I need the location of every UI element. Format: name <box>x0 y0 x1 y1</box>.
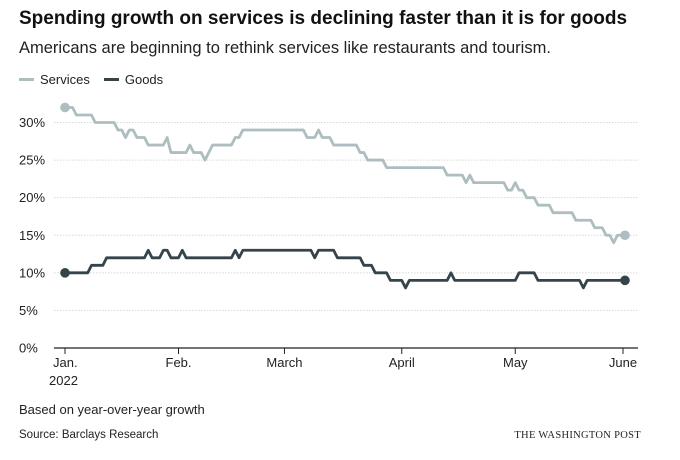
x-tick-label: Jan. <box>53 355 78 370</box>
y-tick-label: 10% <box>19 265 45 280</box>
y-axis-labels: 0% 5% 10% 15% 20% 25% 30% <box>19 115 45 356</box>
series-start-point-goods <box>60 268 70 278</box>
y-tick-label: 20% <box>19 190 45 205</box>
series-end-point-services <box>620 230 630 241</box>
gridlines <box>54 122 638 311</box>
legend-swatch-services <box>19 78 34 81</box>
chart-subtitle: Americans are beginning to rethink servi… <box>19 39 551 57</box>
series-lines <box>60 102 630 290</box>
series-start-point-services <box>60 102 70 113</box>
x-tick-label: May <box>503 355 528 370</box>
x-tick-label: March <box>266 355 302 370</box>
x-tick-label: April <box>389 355 415 370</box>
x-tick-label: Feb. <box>166 355 192 370</box>
x-axis: Jan. Feb. March April May June 2022 <box>49 347 638 388</box>
series-line-services <box>63 106 627 245</box>
legend-item-services: Services <box>19 72 90 87</box>
publisher-credit: THE WASHINGTON POST <box>514 430 641 441</box>
y-tick-label: 30% <box>19 115 45 130</box>
legend-label-services: Services <box>40 72 90 87</box>
chart-source: Source: Barclays Research <box>19 429 159 441</box>
legend-label-goods: Goods <box>124 72 164 87</box>
x-tick-label: June <box>609 355 637 370</box>
y-tick-label: 5% <box>19 303 38 318</box>
legend-swatch-goods <box>103 78 119 81</box>
legend: Services Goods <box>19 72 177 87</box>
legend-item-goods: Goods <box>103 72 164 87</box>
y-tick-label: 15% <box>19 228 45 243</box>
line-chart: 0% 5% 10% 15% 20% 25% 30% Jan. Feb. March April Ma… <box>19 102 638 388</box>
series-end-point-goods <box>620 275 630 286</box>
chart-note: Based on year-over-year growth <box>19 402 205 417</box>
chart-title: Spending growth on services is declining… <box>19 8 628 29</box>
x-tick-sublabel: 2022 <box>49 373 78 388</box>
series-line-goods <box>63 248 627 290</box>
y-tick-label: 25% <box>19 153 45 168</box>
y-tick-label: 0% <box>19 341 38 356</box>
